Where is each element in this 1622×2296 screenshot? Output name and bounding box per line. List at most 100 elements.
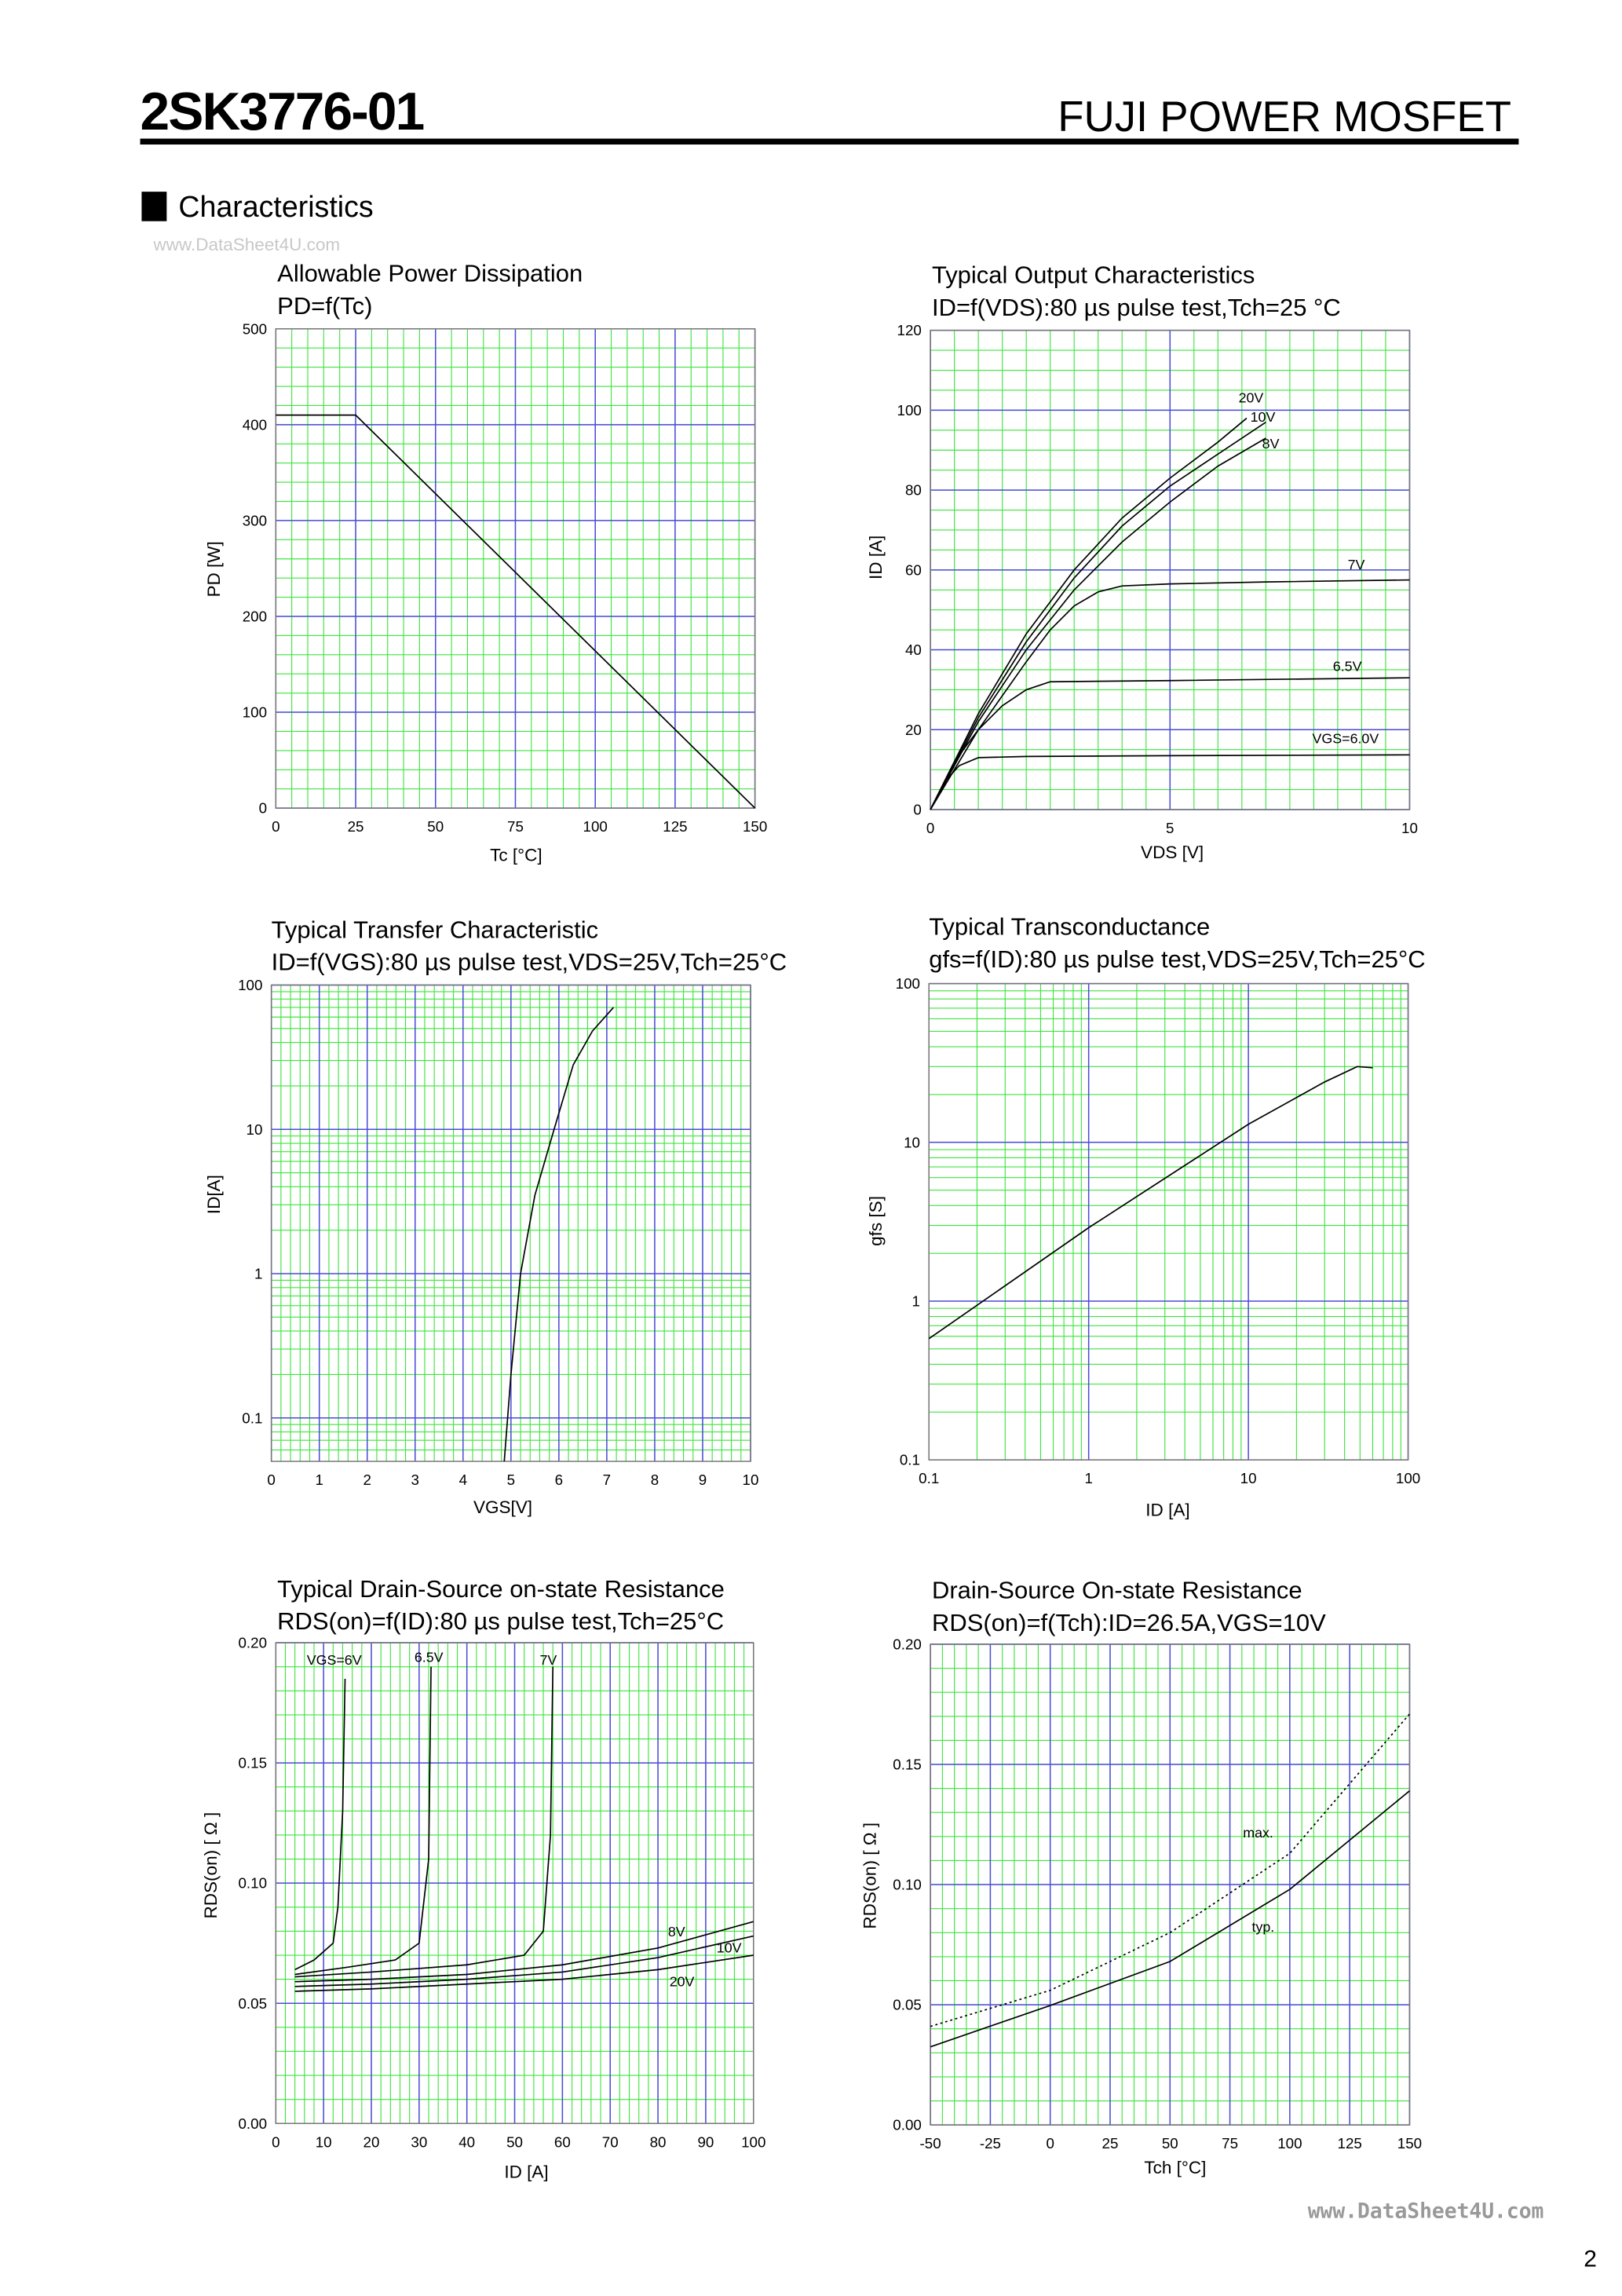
curve (930, 1790, 1410, 2048)
x-tick-label: 20 (363, 2133, 380, 2150)
footer-watermark: www.DataSheet4U.com (1308, 2199, 1544, 2223)
x-tick-label: 10 (1401, 820, 1418, 836)
curve-label: 20V (670, 1974, 695, 1990)
y-axis-label: gfs [S] (866, 1196, 886, 1246)
x-tick-label: 10 (316, 2133, 332, 2150)
y-axis-label: ID[A] (204, 1175, 224, 1214)
x-axis-label: VDS [V] (1141, 843, 1204, 862)
x-tick-label: 0 (272, 2133, 279, 2150)
y-axis-label: RDS(on) [ Ω ] (201, 1812, 221, 1919)
y-tick-label: 0.15 (893, 1757, 922, 1773)
curve (294, 1921, 754, 1983)
x-tick-label: 100 (583, 818, 608, 835)
x-axis-label: ID [A] (1145, 1501, 1189, 1520)
y-tick-label: 0 (259, 800, 267, 817)
curve (930, 421, 1266, 810)
y-tick-label: 100 (897, 402, 922, 419)
chart-subtitle: RDS(on)=f(ID):80 µs pulse test,Tch=25°C (277, 1607, 724, 1635)
x-tick-label: 100 (1277, 2135, 1302, 2152)
x-tick-label: 50 (1162, 2135, 1178, 2152)
x-tick-label: 1 (1084, 1470, 1092, 1486)
x-tick-label: 90 (697, 2133, 714, 2150)
chart-title: Typical Transconductance (929, 913, 1210, 941)
x-tick-label: -25 (980, 2135, 1001, 2152)
curve-label: 7V (1348, 557, 1365, 572)
x-tick-label: 2 (363, 1472, 371, 1488)
x-tick-label: 0 (267, 1472, 275, 1488)
curve (294, 1666, 554, 1978)
x-tick-label: 0 (1046, 2135, 1054, 2152)
x-tick-label: 0.1 (919, 1470, 939, 1486)
x-tick-label: 125 (1338, 2135, 1362, 2152)
curve-label: VGS=6.0V (1313, 730, 1379, 746)
y-tick-label: 0.00 (893, 2117, 922, 2133)
x-tick-label: 125 (663, 818, 687, 835)
chart-subtitle: ID=f(VDS):80 µs pulse test,Tch=25 °C (932, 294, 1341, 321)
y-tick-label: 400 (243, 416, 267, 433)
x-tick-label: 0 (926, 820, 934, 836)
plot-frame (275, 1642, 754, 2125)
x-tick-label: 50 (427, 818, 444, 835)
chart-title: Typical Output Characteristics (932, 261, 1255, 289)
watermark: www.DataSheet4U.com (152, 235, 340, 254)
x-tick-label: 30 (411, 2133, 427, 2150)
curve-label: max. (1243, 1825, 1273, 1841)
x-tick-label: 70 (602, 2133, 619, 2150)
product-line: FUJI POWER MOSFET (1058, 93, 1511, 141)
curve (930, 417, 1248, 810)
curve-label: 8V (1262, 436, 1280, 452)
curve (928, 1066, 1373, 1340)
curve (930, 677, 1410, 810)
x-tick-label: 50 (506, 2133, 523, 2150)
y-tick-label: 20 (905, 722, 922, 738)
y-tick-label: 0.20 (893, 1636, 922, 1653)
x-tick-label: 75 (1222, 2135, 1238, 2152)
x-tick-label: 100 (741, 2133, 765, 2150)
curve (294, 1935, 754, 1987)
y-tick-label: 0.1 (242, 1409, 262, 1426)
x-tick-label: 5 (1166, 820, 1174, 836)
curve-label: 10V (1251, 409, 1276, 425)
curve-label: 7V (539, 1652, 557, 1668)
y-tick-label: 300 (243, 512, 267, 528)
y-axis-label: ID [A] (866, 536, 886, 579)
x-tick-label: 8 (651, 1472, 659, 1488)
curve (930, 1713, 1411, 2027)
chart: Drain-Source On-state Resistance RDS(on)=… (860, 1577, 1422, 2177)
chart-title: Typical Transfer Characteristic (272, 916, 599, 943)
y-tick-label: 0.00 (238, 2115, 267, 2132)
curve (294, 1666, 432, 1976)
chart: Typical Drain-Source on-state Resistance… (201, 1575, 765, 2182)
section-bullet (141, 192, 167, 221)
chart-title: Drain-Source On-state Resistance (932, 1577, 1302, 1604)
chart-subtitle: RDS(on)=f(Tch):ID=26.5A,VGS=10V (932, 1609, 1326, 1636)
curve-label: 6.5V (415, 1649, 444, 1665)
y-axis-label: PD [W] (204, 541, 224, 597)
x-tick-label: 0 (272, 818, 279, 835)
plot-frame (930, 1643, 1411, 2126)
chart-title: Typical Drain-Source on-state Resistance (277, 1575, 725, 1603)
x-tick-label: 10 (1240, 1470, 1257, 1486)
x-axis-label: Tc [°C] (490, 846, 542, 865)
curve-label: VGS=6V (307, 1652, 362, 1668)
chart-title: Allowable Power Dissipation (277, 260, 583, 287)
curve (930, 579, 1410, 810)
x-tick-label: 40 (458, 2133, 475, 2150)
y-tick-label: 100 (896, 975, 920, 992)
x-tick-label: 60 (554, 2133, 571, 2150)
x-tick-label: 4 (459, 1472, 467, 1488)
x-tick-label: 100 (1396, 1470, 1420, 1486)
curve-label: 20V (1239, 390, 1264, 406)
x-tick-label: 3 (411, 1472, 419, 1488)
header-rule (140, 138, 1519, 145)
x-tick-label: -50 (920, 2135, 941, 2152)
x-axis-label: ID [A] (504, 2163, 548, 2182)
chart: Allowable Power Dissipation PD=f(Tc) 0 25 50… (204, 260, 767, 865)
y-tick-label: 120 (897, 322, 922, 338)
x-tick-label: 150 (743, 818, 767, 835)
part-number: 2SK3776-01 (141, 82, 424, 141)
section-title: Characteristics (178, 190, 373, 223)
curve-label: typ. (1252, 1919, 1275, 1935)
x-tick-label: 6 (555, 1472, 563, 1488)
